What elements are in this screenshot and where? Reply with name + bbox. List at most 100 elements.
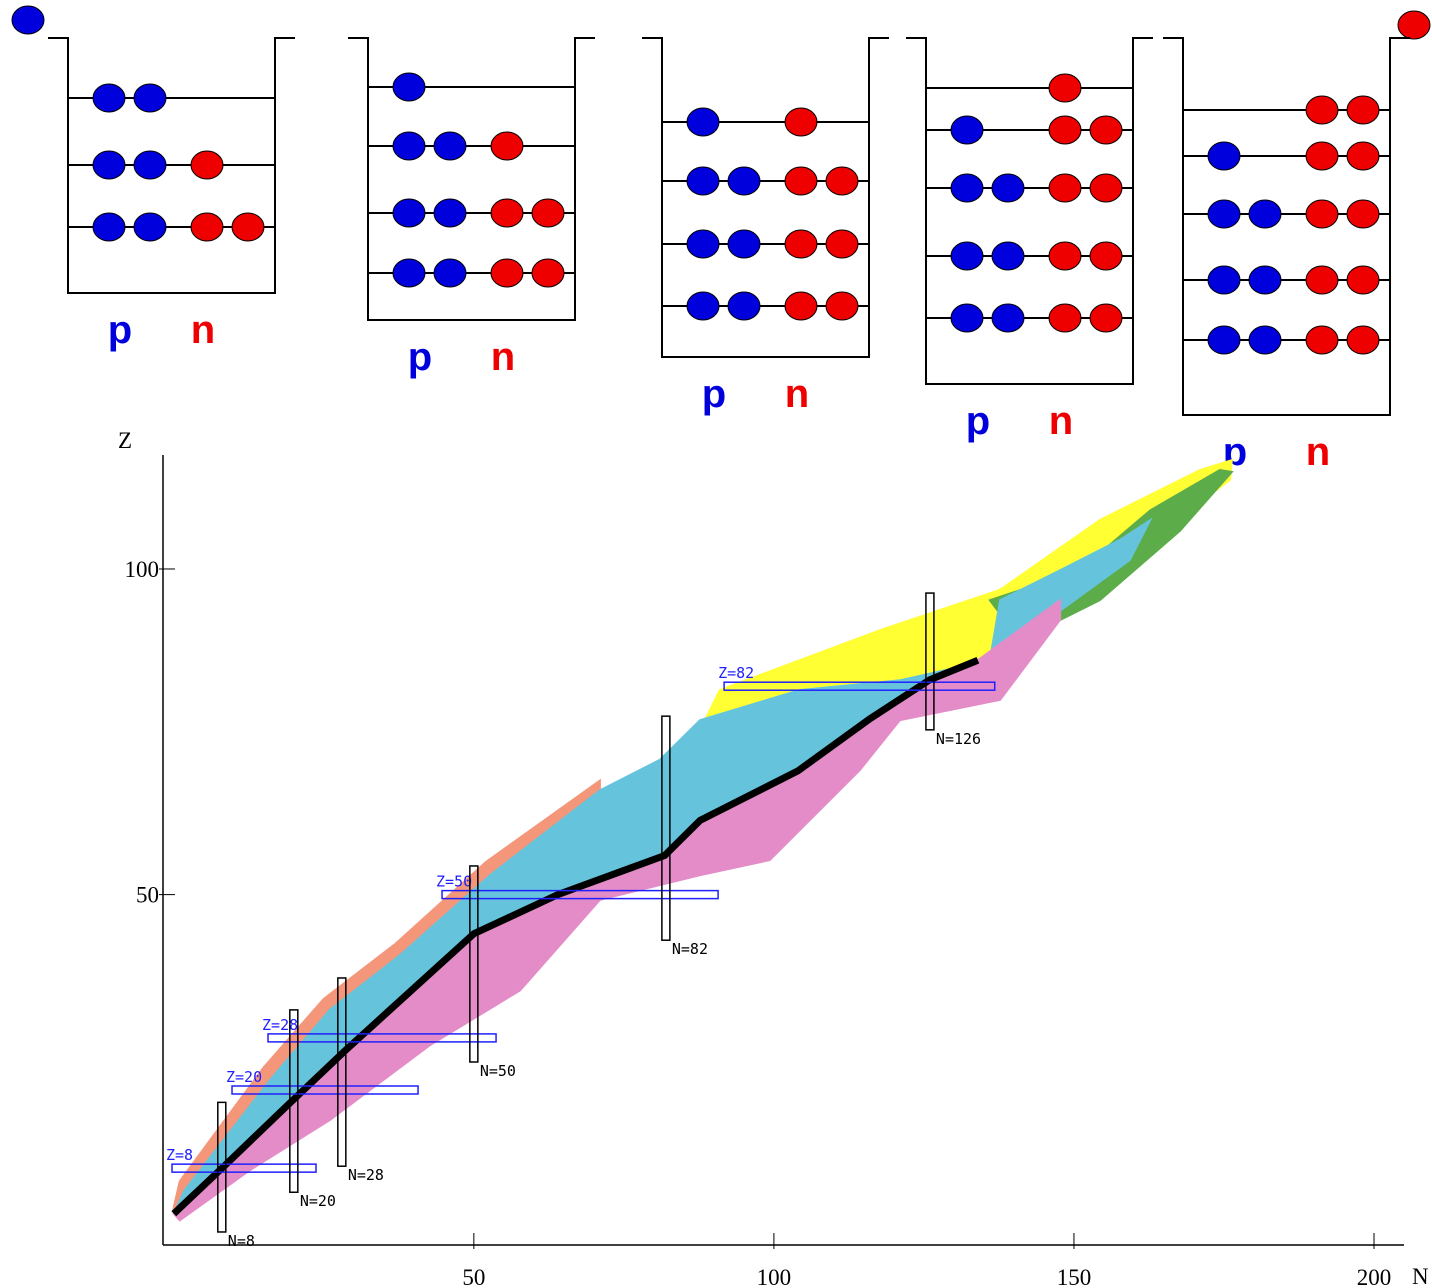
proton-label: p <box>108 308 132 352</box>
n-shell-label: N=8 <box>228 1232 255 1250</box>
z-shell-box <box>723 681 996 691</box>
proton <box>991 303 1025 333</box>
n-shell-label: N=28 <box>348 1166 384 1184</box>
proton <box>133 212 167 242</box>
neutron <box>1305 95 1339 125</box>
proton <box>133 83 167 113</box>
neutron <box>190 150 224 180</box>
n-shell-box <box>337 977 347 1167</box>
proton <box>686 291 720 321</box>
neutron <box>1305 141 1339 171</box>
proton-label: p <box>702 372 726 416</box>
proton <box>1248 325 1282 355</box>
z-shell-label: Z=28 <box>262 1016 298 1034</box>
proton-label: p <box>966 399 990 443</box>
proton <box>1248 199 1282 229</box>
neutron <box>1048 173 1082 203</box>
neutron <box>1346 325 1380 355</box>
neutron <box>784 291 818 321</box>
proton <box>92 212 126 242</box>
y-tick-label: 100 <box>125 557 160 582</box>
z-shell-box <box>267 1033 497 1043</box>
z-shell-label: Z=50 <box>436 873 472 891</box>
proton <box>686 229 720 259</box>
proton <box>433 258 467 288</box>
neutron-label: n <box>1306 430 1330 474</box>
neutron <box>1089 241 1123 271</box>
neutron <box>784 166 818 196</box>
neutron <box>1305 265 1339 295</box>
x-axis-label: N <box>1412 1264 1429 1288</box>
proton <box>392 72 426 102</box>
proton <box>392 258 426 288</box>
n-shell-box <box>469 865 479 1063</box>
n-shell-box <box>217 1101 227 1233</box>
n-shell-label: N=82 <box>672 940 708 958</box>
neutron-ball <box>1397 10 1431 40</box>
z-shell-box <box>231 1085 419 1095</box>
proton <box>686 107 720 137</box>
proton <box>1207 265 1241 295</box>
neutron <box>1048 303 1082 333</box>
proton <box>727 291 761 321</box>
z-shell-box <box>171 1163 317 1173</box>
proton-label: p <box>408 335 432 379</box>
neutron <box>1089 173 1123 203</box>
neutron <box>825 229 859 259</box>
neutron <box>531 198 565 228</box>
z-shell-label: Z=8 <box>166 1146 193 1164</box>
neutron <box>1048 115 1082 145</box>
neutron <box>1048 241 1082 271</box>
neutron <box>531 258 565 288</box>
neutron <box>1048 73 1082 103</box>
z-shell-label: Z=82 <box>718 664 754 682</box>
neutron <box>231 212 265 242</box>
neutron-label: n <box>1049 399 1073 443</box>
x-tick-label: 50 <box>462 1265 485 1288</box>
neutron <box>490 131 524 161</box>
neutron-label: n <box>191 308 215 352</box>
neutron <box>1305 325 1339 355</box>
proton <box>1248 265 1282 295</box>
neutron-label: n <box>785 372 809 416</box>
stability-line <box>171 656 980 1217</box>
nuclide-region <box>172 598 1062 1222</box>
proton <box>92 150 126 180</box>
proton <box>727 166 761 196</box>
neutron <box>1346 141 1380 171</box>
n-shell-label: N=50 <box>480 1062 516 1080</box>
z-shell-label: Z=20 <box>226 1068 262 1086</box>
neutron <box>1089 115 1123 145</box>
proton <box>433 131 467 161</box>
neutron <box>1305 199 1339 229</box>
well-wall <box>906 37 1153 385</box>
proton-ball <box>11 5 45 35</box>
proton <box>686 166 720 196</box>
proton <box>950 303 984 333</box>
proton <box>727 229 761 259</box>
neutron <box>490 258 524 288</box>
neutron <box>784 229 818 259</box>
neutron-label: n <box>491 335 515 379</box>
neutron <box>784 107 818 137</box>
proton <box>1207 325 1241 355</box>
n-shell-box <box>925 592 935 731</box>
proton <box>950 173 984 203</box>
neutron <box>825 291 859 321</box>
n-shell-box <box>661 715 671 941</box>
neutron <box>1346 199 1380 229</box>
neutron <box>490 198 524 228</box>
x-tick-label: 150 <box>1057 1265 1092 1288</box>
well-wall <box>348 37 595 321</box>
proton <box>133 150 167 180</box>
x-tick-label: 100 <box>757 1265 792 1288</box>
neutron <box>1346 95 1380 125</box>
n-shell-box <box>289 1009 299 1193</box>
proton <box>991 173 1025 203</box>
proton <box>392 131 426 161</box>
n-shell-label: N=126 <box>936 730 981 748</box>
neutron <box>1346 265 1380 295</box>
proton <box>92 83 126 113</box>
neutron <box>190 212 224 242</box>
